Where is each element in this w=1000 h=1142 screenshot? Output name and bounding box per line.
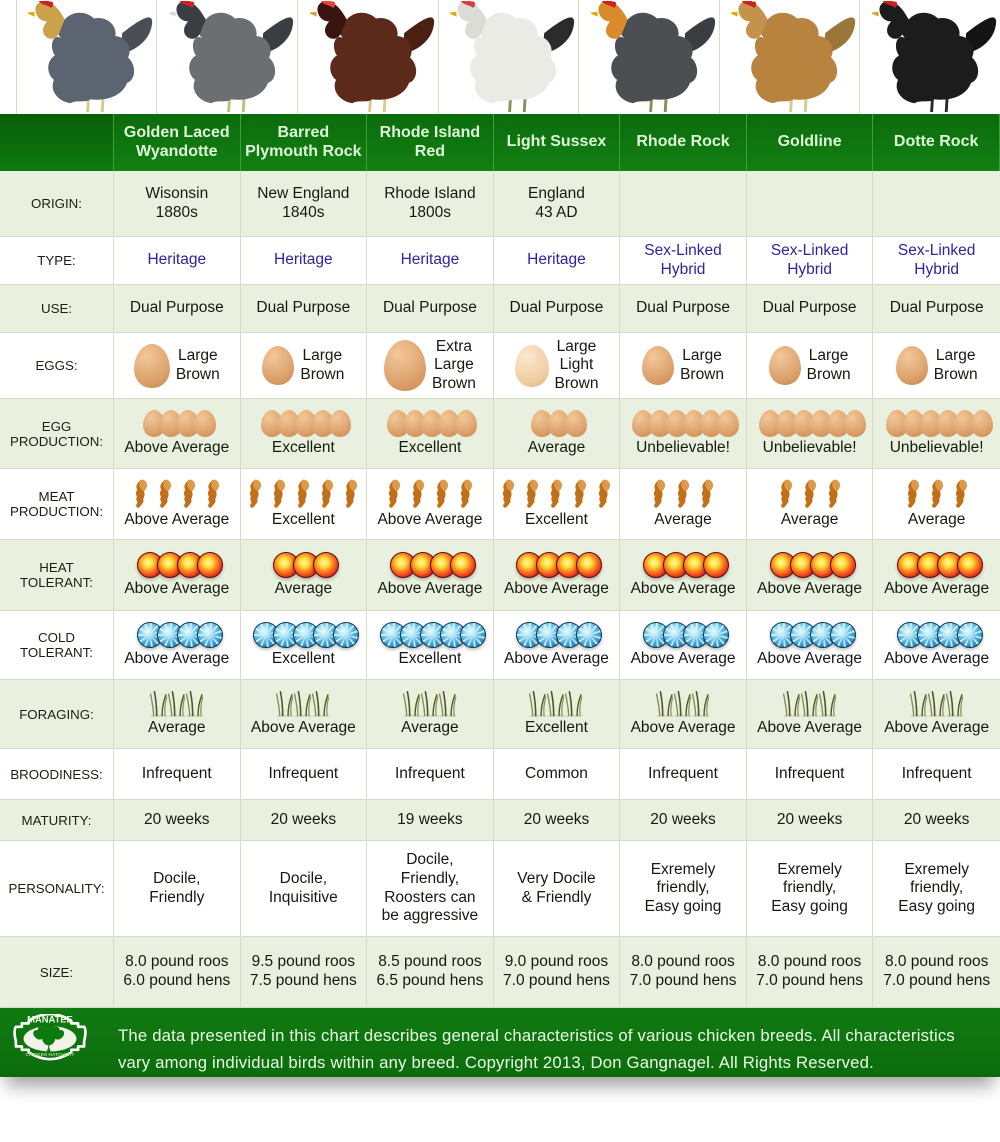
svg-text:CHICKEN HATCHERY: CHICKEN HATCHERY — [26, 1052, 76, 1058]
svg-text:MANATEE: MANATEE — [27, 1015, 73, 1025]
